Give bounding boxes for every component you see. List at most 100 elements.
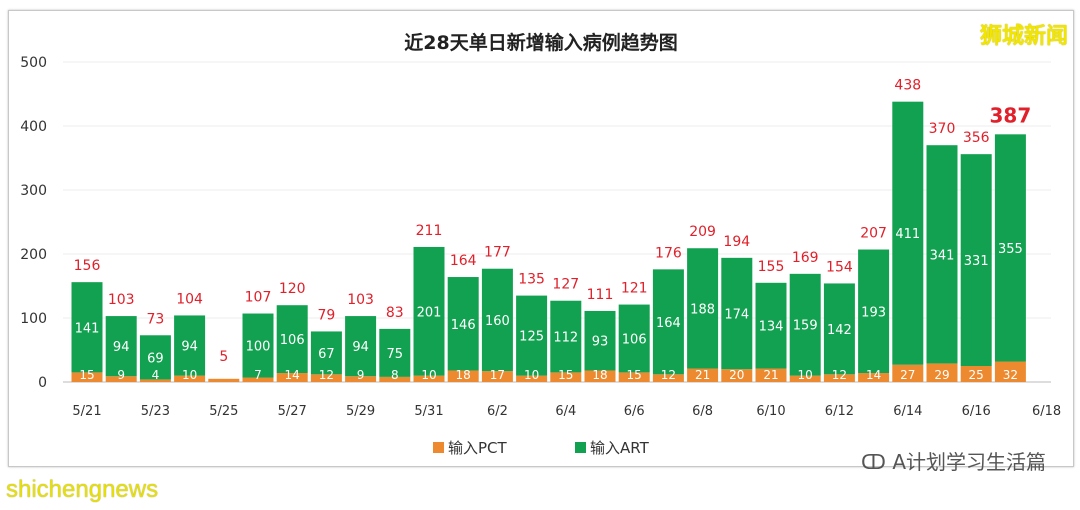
art-value-label: 159 — [793, 319, 818, 334]
art-value-label: 146 — [451, 318, 476, 333]
pct-value-label: 14 — [866, 368, 881, 382]
bar-pct — [105, 376, 137, 382]
bar-pct — [618, 372, 650, 382]
bar-pct — [994, 361, 1026, 382]
art-value-label: 93 — [592, 335, 609, 350]
chart-title: 近28天单日新增输入病例趋势图 — [404, 31, 677, 54]
total-value-label: 438 — [894, 78, 921, 94]
total-value-label: 387 — [990, 103, 1032, 127]
x-tick-label: 6/8 — [692, 404, 713, 419]
total-value-label: 154 — [826, 259, 853, 275]
bar-art — [926, 145, 958, 364]
total-value-label: 104 — [176, 291, 203, 307]
pct-value-label: 25 — [969, 368, 984, 382]
art-value-label: 106 — [280, 333, 305, 348]
total-value-label: 135 — [518, 272, 545, 288]
pct-value-label: 7 — [254, 368, 262, 382]
pct-value-label: 8 — [391, 368, 399, 382]
legend-label: 输入PCT — [448, 439, 508, 457]
bar-pct — [242, 377, 274, 382]
pct-value-label: 10 — [421, 368, 436, 382]
art-value-label: 106 — [622, 332, 647, 347]
bar-pct — [584, 370, 616, 382]
bar-pct — [310, 374, 342, 382]
bar-art — [447, 277, 479, 371]
pct-value-label: 29 — [934, 368, 949, 382]
bar-pct — [789, 375, 821, 382]
bar-pct — [276, 373, 308, 382]
art-value-label: 69 — [147, 351, 164, 366]
bar-pct — [139, 379, 171, 382]
bar-art — [994, 134, 1026, 362]
bar-pct — [823, 374, 855, 382]
art-value-label: 201 — [417, 305, 442, 320]
total-value-label: 121 — [621, 281, 648, 297]
bar-pct — [71, 372, 103, 382]
art-value-label: 141 — [75, 321, 100, 336]
bar-pct — [652, 374, 684, 382]
total-value-label: 103 — [347, 292, 374, 308]
pct-value-label: 12 — [661, 368, 676, 382]
bar-art — [139, 335, 171, 380]
bar-art — [413, 246, 445, 376]
art-value-label: 142 — [827, 323, 852, 338]
total-value-label: 103 — [108, 292, 135, 308]
bar-pct — [721, 369, 753, 382]
art-value-label: 164 — [656, 316, 681, 331]
total-value-label: 194 — [723, 234, 750, 250]
legend-label: 输入ART — [590, 439, 650, 457]
bar-art — [755, 282, 787, 369]
bar-pct — [413, 375, 445, 382]
bar-art — [721, 257, 753, 370]
x-tick-label: 6/18 — [1032, 404, 1061, 419]
legend-swatch — [433, 442, 444, 453]
total-value-label: 177 — [484, 245, 511, 261]
pct-value-label: 20 — [729, 368, 744, 382]
bar-pct — [208, 378, 240, 382]
art-value-label: 75 — [387, 347, 404, 362]
x-tick-label: 6/16 — [962, 404, 991, 419]
x-tick-label: 6/14 — [893, 404, 922, 419]
bar-pct — [345, 376, 377, 382]
bar-pct — [687, 368, 719, 382]
pct-value-label: 10 — [524, 368, 539, 382]
pct-value-label: 15 — [627, 368, 642, 382]
pct-value-label: 21 — [695, 368, 710, 382]
pct-value-label: 10 — [182, 368, 197, 382]
bar-art — [310, 331, 342, 375]
art-value-label: 94 — [113, 340, 130, 355]
pct-value-label: 15 — [79, 368, 94, 382]
art-value-label: 355 — [998, 242, 1023, 257]
total-value-label: 211 — [416, 223, 443, 239]
pct-value-label: 9 — [117, 368, 125, 382]
bar-art — [584, 310, 616, 371]
art-value-label: 411 — [895, 227, 920, 242]
bar-art — [550, 300, 582, 373]
watermark-top: 狮城新闻 — [979, 24, 1068, 49]
total-value-label: 155 — [758, 259, 785, 275]
art-value-label: 94 — [352, 340, 369, 355]
bar-pct — [481, 371, 513, 382]
pct-value-label: 17 — [490, 368, 505, 382]
x-tick-label: 6/4 — [555, 404, 576, 419]
bar-art — [789, 273, 821, 376]
stacked-bar-chart: 近28天单日新增输入病例趋势图0100200300400500151411569… — [20, 31, 1061, 457]
bar-pct — [447, 370, 479, 382]
source-text: A计划学习生活篇 — [892, 450, 1046, 474]
art-value-label: 341 — [930, 248, 955, 263]
art-value-label: 67 — [318, 347, 335, 362]
pct-value-label: 9 — [357, 368, 365, 382]
art-value-label: 331 — [964, 254, 989, 269]
total-value-label: 111 — [587, 287, 614, 303]
art-value-label: 188 — [690, 302, 715, 317]
pct-value-label: 27 — [900, 368, 915, 382]
art-value-label: 112 — [553, 331, 578, 346]
x-tick-label: 5/23 — [141, 404, 170, 419]
bar-art — [960, 154, 992, 366]
x-tick-label: 6/12 — [825, 404, 854, 419]
legend-swatch — [575, 442, 586, 453]
x-tick-label: 5/27 — [278, 404, 307, 419]
art-value-label: 160 — [485, 314, 510, 329]
x-tick-label: 6/10 — [756, 404, 785, 419]
pct-value-label: 18 — [592, 368, 607, 382]
